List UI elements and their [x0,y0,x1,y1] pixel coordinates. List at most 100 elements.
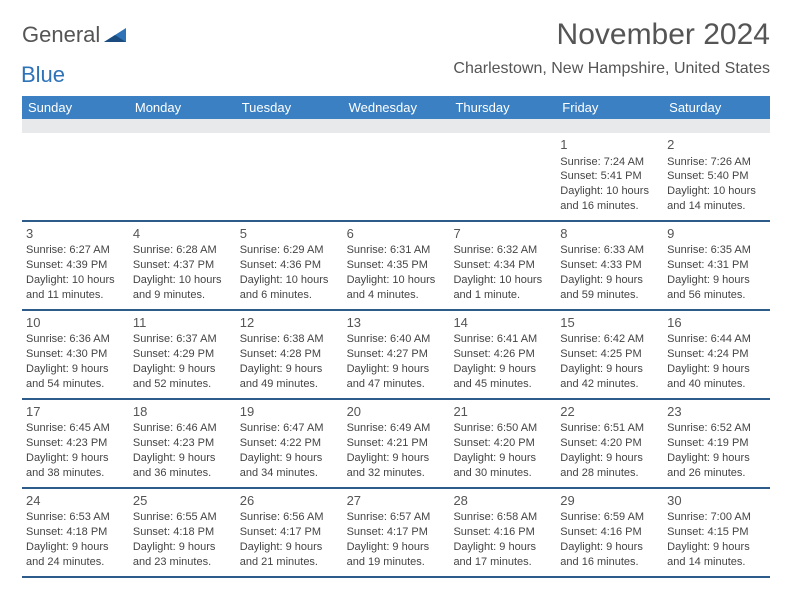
calendar-day-cell: 28Sunrise: 6:58 AMSunset: 4:16 PMDayligh… [449,489,556,576]
calendar-day-cell: 30Sunrise: 7:00 AMSunset: 4:15 PMDayligh… [663,489,770,576]
sunrise-text: Sunrise: 6:40 AM [347,332,446,347]
calendar-subheader-bar [22,119,770,133]
day-number: 12 [240,314,339,332]
day-number: 13 [347,314,446,332]
calendar-day-cell: 24Sunrise: 6:53 AMSunset: 4:18 PMDayligh… [22,489,129,576]
logo: General Blue [22,24,130,86]
daylight-text: Daylight: 10 hours [133,273,232,288]
sunrise-text: Sunrise: 6:56 AM [240,510,339,525]
sunset-text: Sunset: 4:37 PM [133,258,232,273]
sunset-text: Sunset: 4:16 PM [453,525,552,540]
sunset-text: Sunset: 4:16 PM [560,525,659,540]
sunset-text: Sunset: 4:17 PM [240,525,339,540]
daylight-text: and 14 minutes. [667,555,766,570]
sunset-text: Sunset: 4:24 PM [667,347,766,362]
sunset-text: Sunset: 4:22 PM [240,436,339,451]
day-number: 15 [560,314,659,332]
sunset-text: Sunset: 4:21 PM [347,436,446,451]
day-header: Wednesday [343,96,450,119]
logo-triangle-icon [104,28,130,46]
day-number: 25 [133,492,232,510]
daylight-text: and 47 minutes. [347,377,446,392]
sunset-text: Sunset: 4:23 PM [133,436,232,451]
sunrise-text: Sunrise: 6:31 AM [347,243,446,258]
sunset-text: Sunset: 4:25 PM [560,347,659,362]
sunrise-text: Sunrise: 7:24 AM [560,155,659,170]
day-number: 23 [667,403,766,421]
daylight-text: and 4 minutes. [347,288,446,303]
daylight-text: Daylight: 9 hours [26,451,125,466]
sunset-text: Sunset: 4:17 PM [347,525,446,540]
daylight-text: and 23 minutes. [133,555,232,570]
calendar-day-cell [129,133,236,220]
sunset-text: Sunset: 4:20 PM [560,436,659,451]
day-number: 2 [667,136,766,154]
sunrise-text: Sunrise: 6:37 AM [133,332,232,347]
calendar-day-cell: 6Sunrise: 6:31 AMSunset: 4:35 PMDaylight… [343,222,450,309]
location: Charlestown, New Hampshire, United State… [453,60,770,78]
daylight-text: and 45 minutes. [453,377,552,392]
logo-word-2: Blue [21,64,100,86]
day-number: 6 [347,225,446,243]
sunset-text: Sunset: 4:35 PM [347,258,446,273]
daylight-text: and 11 minutes. [26,288,125,303]
calendar-day-cell: 11Sunrise: 6:37 AMSunset: 4:29 PMDayligh… [129,311,236,398]
day-header: Thursday [449,96,556,119]
calendar-day-cell [449,133,556,220]
daylight-text: Daylight: 9 hours [133,451,232,466]
calendar-day-cell: 20Sunrise: 6:49 AMSunset: 4:21 PMDayligh… [343,400,450,487]
calendar-day-cell: 25Sunrise: 6:55 AMSunset: 4:18 PMDayligh… [129,489,236,576]
day-header: Sunday [22,96,129,119]
sunset-text: Sunset: 5:41 PM [560,169,659,184]
daylight-text: Daylight: 9 hours [347,540,446,555]
daylight-text: and 28 minutes. [560,466,659,481]
sunset-text: Sunset: 4:33 PM [560,258,659,273]
daylight-text: and 54 minutes. [26,377,125,392]
calendar-day-cell: 26Sunrise: 6:56 AMSunset: 4:17 PMDayligh… [236,489,343,576]
daylight-text: Daylight: 9 hours [560,451,659,466]
daylight-text: and 49 minutes. [240,377,339,392]
sunrise-text: Sunrise: 6:27 AM [26,243,125,258]
calendar-day-cell [22,133,129,220]
daylight-text: and 9 minutes. [133,288,232,303]
daylight-text: Daylight: 9 hours [667,273,766,288]
sunrise-text: Sunrise: 6:42 AM [560,332,659,347]
calendar-day-cell: 14Sunrise: 6:41 AMSunset: 4:26 PMDayligh… [449,311,556,398]
day-number: 24 [26,492,125,510]
sunset-text: Sunset: 4:36 PM [240,258,339,273]
calendar-day-cell: 19Sunrise: 6:47 AMSunset: 4:22 PMDayligh… [236,400,343,487]
sunset-text: Sunset: 4:28 PM [240,347,339,362]
daylight-text: Daylight: 9 hours [667,451,766,466]
sunset-text: Sunset: 4:31 PM [667,258,766,273]
calendar-day-cell: 8Sunrise: 6:33 AMSunset: 4:33 PMDaylight… [556,222,663,309]
daylight-text: Daylight: 9 hours [240,362,339,377]
day-number: 3 [26,225,125,243]
day-number: 18 [133,403,232,421]
daylight-text: Daylight: 9 hours [560,540,659,555]
day-number: 21 [453,403,552,421]
daylight-text: Daylight: 10 hours [347,273,446,288]
calendar-week-row: 17Sunrise: 6:45 AMSunset: 4:23 PMDayligh… [22,400,770,489]
sunset-text: Sunset: 4:34 PM [453,258,552,273]
day-number: 22 [560,403,659,421]
daylight-text: and 30 minutes. [453,466,552,481]
calendar-day-cell: 29Sunrise: 6:59 AMSunset: 4:16 PMDayligh… [556,489,663,576]
daylight-text: and 24 minutes. [26,555,125,570]
day-number: 28 [453,492,552,510]
daylight-text: and 59 minutes. [560,288,659,303]
sunrise-text: Sunrise: 6:45 AM [26,421,125,436]
day-number: 1 [560,136,659,154]
sunrise-text: Sunrise: 6:53 AM [26,510,125,525]
calendar: Sunday Monday Tuesday Wednesday Thursday… [22,96,770,578]
day-number: 9 [667,225,766,243]
daylight-text: Daylight: 9 hours [347,451,446,466]
daylight-text: Daylight: 9 hours [26,362,125,377]
daylight-text: Daylight: 9 hours [133,362,232,377]
daylight-text: Daylight: 10 hours [667,184,766,199]
calendar-header-row: Sunday Monday Tuesday Wednesday Thursday… [22,96,770,119]
sunset-text: Sunset: 4:19 PM [667,436,766,451]
calendar-day-cell: 3Sunrise: 6:27 AMSunset: 4:39 PMDaylight… [22,222,129,309]
sunrise-text: Sunrise: 6:55 AM [133,510,232,525]
calendar-week-row: 10Sunrise: 6:36 AMSunset: 4:30 PMDayligh… [22,311,770,400]
day-number: 14 [453,314,552,332]
